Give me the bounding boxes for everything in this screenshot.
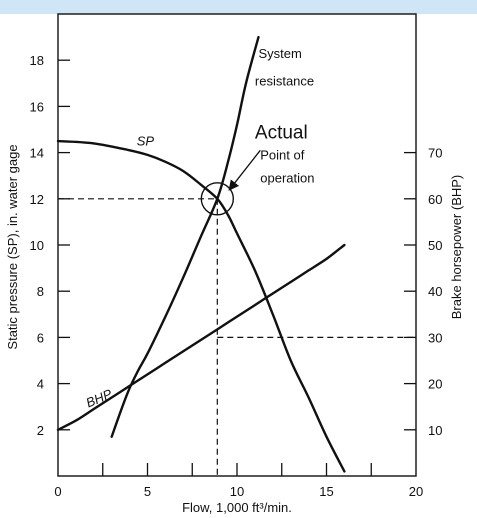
system-resistance-label-line2: resistance <box>255 74 314 89</box>
bhp-curve <box>56 243 346 431</box>
system-resistance-label-line1: System <box>258 46 301 61</box>
axis-ticks <box>58 59 416 476</box>
system-resistance-curve <box>110 35 260 438</box>
left-y-tick-label: 8 <box>37 284 44 299</box>
reference-lines <box>58 198 416 476</box>
right-y-tick-label: 20 <box>428 377 442 392</box>
operating-point-marker <box>200 182 235 216</box>
right-y-tick-label: 60 <box>428 192 442 207</box>
right-y-tick-label: 30 <box>428 330 442 345</box>
x-tick-label: 10 <box>230 484 244 499</box>
operating-point-arrow <box>228 149 261 191</box>
left-y-axis-title: Static pressure (SP), in. water gage <box>5 144 20 349</box>
series-group <box>56 35 346 473</box>
sp-curve-label: SP <box>137 134 155 149</box>
x-tick-label: 5 <box>144 484 151 499</box>
right-y-tick-label: 50 <box>428 238 442 253</box>
left-y-tick-label: 4 <box>37 377 44 392</box>
tick-labels: 0 5 10 15 20 2 4 6 8 10 12 14 16 18 10 20 30 40 50 60 70 <box>30 53 443 499</box>
right-y-tick-label: 40 <box>428 284 442 299</box>
left-y-tick-label: 12 <box>30 192 44 207</box>
plot-frame <box>57 13 417 477</box>
right-y-tick-label: 70 <box>428 146 442 161</box>
left-y-tick-label: 16 <box>30 99 44 114</box>
top-color-band <box>0 0 477 14</box>
left-y-tick-label: 14 <box>30 146 44 161</box>
sp-curve <box>56 139 346 473</box>
x-tick-label: 15 <box>319 484 333 499</box>
x-axis-title: Flow, 1,000 ft³/min. <box>182 500 292 515</box>
left-y-tick-label: 2 <box>37 423 44 438</box>
right-y-tick-label: 10 <box>428 423 442 438</box>
point-of-operation-label-line1: Point of <box>260 148 304 163</box>
left-y-tick-label: 18 <box>30 53 44 68</box>
left-y-tick-label: 6 <box>37 330 44 345</box>
right-y-axis-title: Brake horsepower (BHP) <box>449 175 464 320</box>
actual-label: Actual <box>255 123 308 144</box>
x-tick-label: 20 <box>409 484 423 499</box>
left-y-tick-label: 10 <box>30 238 44 253</box>
point-of-operation-label-line2: operation <box>260 171 314 186</box>
x-tick-label: 0 <box>54 484 61 499</box>
